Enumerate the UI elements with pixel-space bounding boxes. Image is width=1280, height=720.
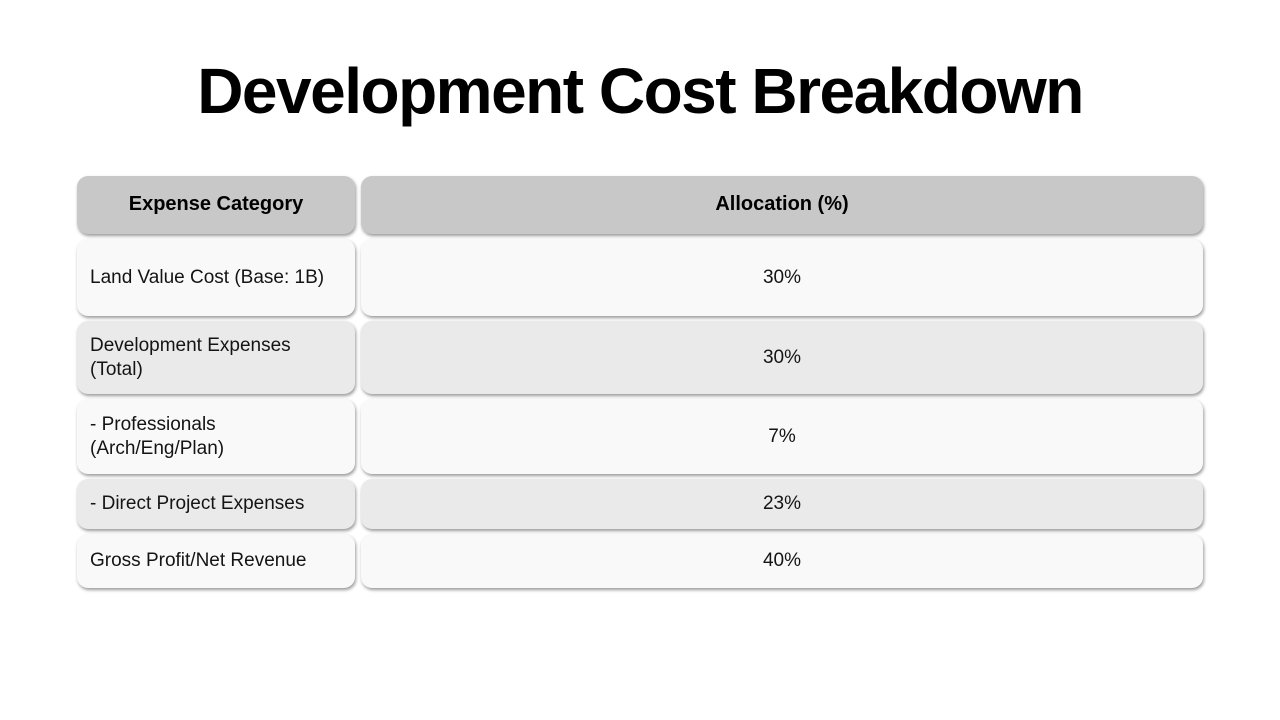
table-row-allocation: 30% <box>361 239 1203 316</box>
table-row-allocation: 30% <box>361 321 1203 394</box>
column-header-expense-category: Expense Category <box>77 176 355 234</box>
table-row-category: Gross Profit/Net Revenue <box>77 534 355 588</box>
table-row-category: Land Value Cost (Base: 1B) <box>77 239 355 316</box>
table-row-allocation: 23% <box>361 479 1203 529</box>
table-row-category: - Direct Project Expenses <box>77 479 355 529</box>
column-header-allocation: Allocation (%) <box>361 176 1203 234</box>
table-row-category: Development Expenses (Total) <box>77 321 355 394</box>
table-row-allocation: 7% <box>361 399 1203 474</box>
page-title: Development Cost Breakdown <box>197 55 1084 127</box>
table-row-allocation: 40% <box>361 534 1203 588</box>
cost-breakdown-table: Expense Category Allocation (%) Land Val… <box>77 176 1203 588</box>
table-row-category: - Professionals (Arch/Eng/Plan) <box>77 399 355 474</box>
